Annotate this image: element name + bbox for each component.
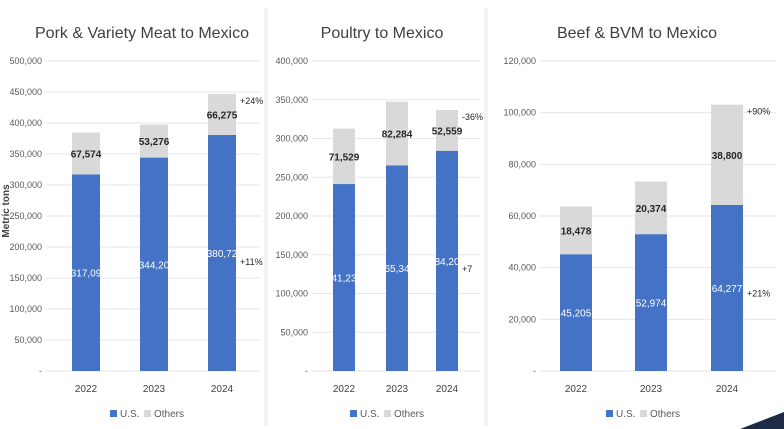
chart-1-bar-us — [208, 134, 236, 371]
chart-3-title: Beef & BVM to Mexico — [557, 25, 717, 42]
chart-2-bar-us — [436, 150, 458, 371]
chart-2-ytick: 400,000 — [275, 56, 308, 66]
chart-2-legend-swatch-others — [384, 410, 391, 417]
chart-1-ytick: 400,000 — [9, 118, 42, 128]
chart-2-ytick: 350,000 — [275, 95, 308, 105]
chart-3-xtick: 2023 — [640, 384, 663, 395]
chart-3-xtick: 2022 — [565, 384, 588, 395]
chart-3-data-label: 45,205 — [561, 309, 592, 320]
chart-3-legend-swatch-us — [606, 410, 613, 417]
chart-1-legend-us: U.S. — [120, 409, 139, 420]
chart-2-annotation: +7 — [462, 264, 472, 274]
corner-decoration — [740, 412, 784, 429]
chart-3-bar-others — [560, 206, 592, 255]
chart-2-legend-others: Others — [394, 409, 424, 420]
chart-1-ytick: 350,000 — [9, 149, 42, 159]
chart-2-ytick: 250,000 — [275, 172, 308, 182]
chart-1-xtick: 2023 — [143, 384, 166, 395]
chart-2-data-label: 41,23 — [331, 274, 356, 285]
chart-3-bar-us — [711, 204, 743, 371]
chart-1-legend-swatch-us — [110, 410, 117, 417]
chart-1-ytick: 200,000 — [9, 242, 42, 252]
chart-2-ytick: 100,000 — [275, 289, 308, 299]
chart-1-ytick: - — [39, 366, 42, 376]
chart-1-data-label: 66,275 — [207, 110, 238, 121]
chart-3-data-label: 20,374 — [636, 204, 667, 215]
chart-1-data-label: 344,20 — [139, 260, 170, 271]
chart-3-data-label: 18,478 — [561, 226, 592, 237]
chart-1-annotation: +11% — [240, 257, 263, 267]
chart-3-bar-others — [635, 181, 667, 235]
chart-1-bar-us — [140, 157, 168, 371]
chart-1-xtick: 2022 — [75, 384, 98, 395]
chart-2-ytick: 50,000 — [280, 327, 308, 337]
chart-1-bar-others — [140, 124, 168, 158]
chart-2-bar-others — [386, 101, 408, 166]
chart-3-bar-us — [560, 254, 592, 371]
chart-3-annotation: +21% — [747, 288, 770, 298]
chart-3-data-label: 64,277 — [712, 284, 743, 295]
chart-1-ytick: 250,000 — [9, 211, 42, 221]
chart-3-data-label: 52,974 — [636, 299, 667, 310]
chart-3-data-label: 38,800 — [712, 151, 743, 162]
chart-1-ytick: 50,000 — [14, 335, 42, 345]
chart-1-ylabel: Metric tons — [1, 184, 12, 238]
chart-3-ytick: 20,000 — [508, 314, 536, 324]
chart-3-xtick: 2024 — [716, 384, 739, 395]
chart-1-data-label: 67,574 — [71, 149, 102, 160]
panel-divider-1 — [264, 8, 268, 426]
chart-2-bar-others — [333, 128, 355, 185]
chart-2-ytick: 150,000 — [275, 250, 308, 260]
chart-3-legend-others: Others — [650, 409, 680, 420]
chart-2-legend-us: U.S. — [360, 409, 379, 420]
chart-3-ytick: 60,000 — [508, 211, 536, 221]
chart-1-legend-swatch-others — [144, 410, 151, 417]
chart-2-ytick: 300,000 — [275, 134, 308, 144]
chart-1-bar-others — [208, 93, 236, 135]
chart-2-data-label: 52,559 — [432, 126, 463, 137]
chart-3-ytick: 40,000 — [508, 263, 536, 273]
chart-3-bar-others — [711, 104, 743, 205]
chart-2-data-label: 71,529 — [329, 152, 360, 163]
chart-2-legend-swatch-us — [350, 410, 357, 417]
chart-1-ytick: 450,000 — [9, 87, 42, 97]
chart-2-bar-others — [436, 110, 458, 151]
chart-1-xtick: 2024 — [211, 384, 234, 395]
chart-1-data-label: 317,09 — [71, 269, 102, 280]
chart-2-ytick: - — [305, 366, 308, 376]
chart-2-data-label: 65,34 — [384, 264, 409, 275]
chart-3-ytick: 80,000 — [508, 159, 536, 169]
chart-1-ytick: 150,000 — [9, 273, 42, 283]
chart-1-ytick: 300,000 — [9, 180, 42, 190]
chart-1-annotation: +24% — [240, 96, 263, 106]
chart-1-ytick: 100,000 — [9, 304, 42, 314]
chart-2-title: Poultry to Mexico — [321, 25, 444, 42]
chart-2-annotation: -36% — [462, 112, 483, 122]
chart-2-xtick: 2022 — [333, 384, 356, 395]
chart-2-bar-us — [333, 184, 355, 371]
chart-2-xtick: 2023 — [386, 384, 409, 395]
chart-2-data-label: 84,20 — [434, 257, 459, 268]
chart-1-bar-us — [72, 174, 100, 371]
chart-3-legend-us: U.S. — [616, 409, 635, 420]
chart-1-data-label: 53,276 — [139, 137, 170, 148]
chart-2-ytick: 200,000 — [275, 211, 308, 221]
chart-3-ytick: - — [533, 366, 536, 376]
chart-3-ytick: 100,000 — [503, 108, 536, 118]
chart-1-data-label: 380,72 — [207, 249, 238, 260]
chart-1-ytick: 500,000 — [9, 56, 42, 66]
chart-1-bar-others — [72, 132, 100, 175]
chart-2-bar-us — [386, 165, 408, 371]
chart-3-bar-us — [635, 234, 667, 371]
chart-3-annotation: +90% — [747, 107, 770, 117]
chart-2-data-label: 82,284 — [382, 129, 413, 140]
chart-2-xtick: 2024 — [436, 384, 459, 395]
chart-3-ytick: 120,000 — [503, 56, 536, 66]
chart-1-legend-others: Others — [154, 409, 184, 420]
chart-3-legend-swatch-others — [640, 410, 647, 417]
panel-divider-2 — [484, 8, 488, 426]
chart-1-title: Pork & Variety Meat to Mexico — [35, 25, 249, 42]
